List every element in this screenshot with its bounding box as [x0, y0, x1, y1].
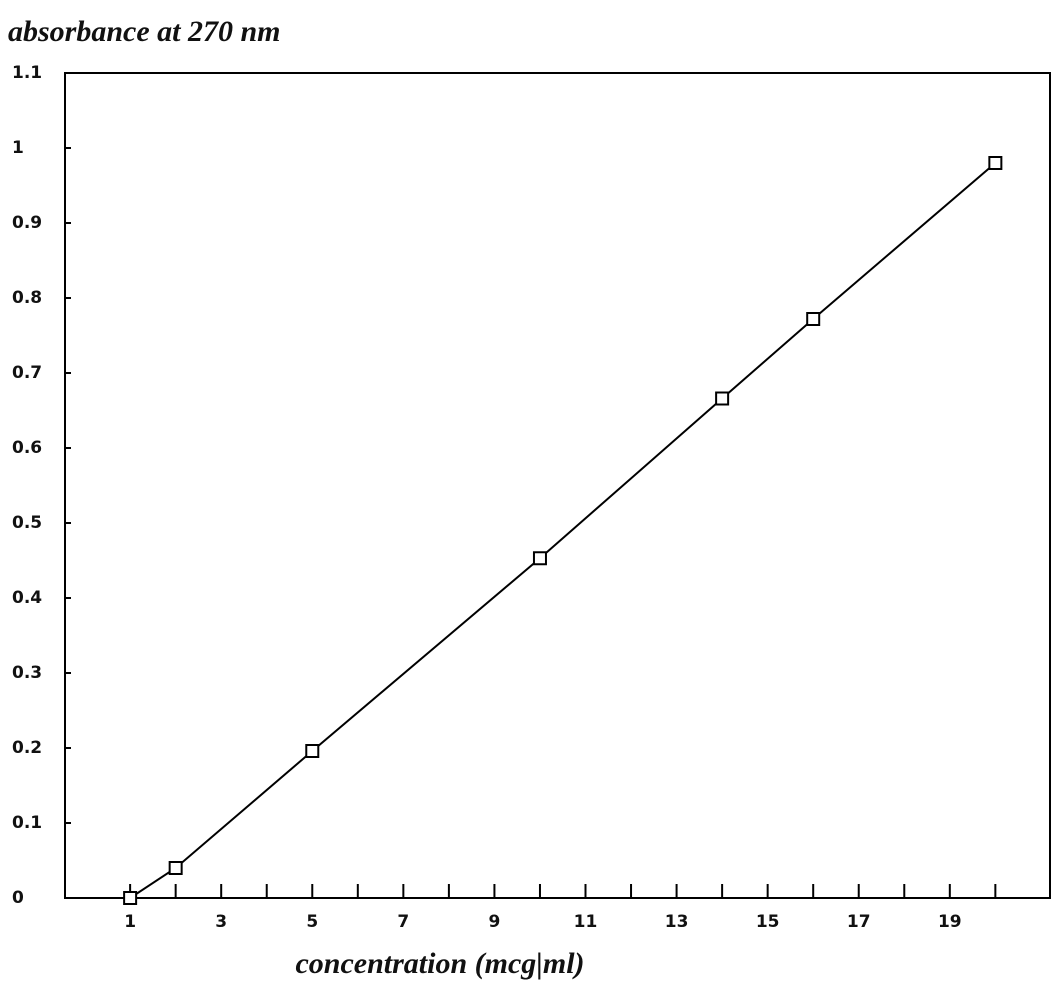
- y-tick-label: 0.9: [12, 213, 42, 233]
- y-tick-label: 0.7: [12, 363, 42, 383]
- y-tick-label: 0.2: [12, 738, 42, 758]
- x-tick-label: 13: [665, 912, 689, 932]
- plot-frame: [65, 73, 1050, 898]
- y-tick-label: 0.5: [12, 513, 42, 533]
- data-point: [716, 393, 728, 405]
- chart-title: absorbance at 270 nm: [8, 15, 281, 48]
- data-point: [306, 745, 318, 757]
- y-tick-label: 0.4: [12, 588, 42, 608]
- data-point: [534, 552, 546, 564]
- y-tick-label: 0.8: [12, 288, 42, 308]
- data-point: [124, 892, 136, 904]
- data-line: [130, 163, 995, 898]
- x-tick-label: 3: [215, 912, 227, 932]
- y-tick-label: 1.1: [12, 63, 42, 83]
- data-point: [170, 862, 182, 874]
- x-axis-label: concentration (mcg|ml): [295, 947, 584, 980]
- data-point: [989, 157, 1001, 169]
- x-tick-label: 7: [397, 912, 409, 932]
- x-tick-label: 11: [574, 912, 598, 932]
- chart: absorbance at 270 nm concentration (mcg|…: [0, 0, 1051, 990]
- data-point: [807, 313, 819, 325]
- x-tick-label: 9: [489, 912, 501, 932]
- x-tick-label: 19: [938, 912, 962, 932]
- x-tick-label: 5: [306, 912, 318, 932]
- x-tick-label: 1: [124, 912, 136, 932]
- y-tick-label: 0.1: [12, 813, 42, 833]
- x-tick-label: 15: [756, 912, 780, 932]
- y-tick-label: 0.6: [12, 438, 42, 458]
- y-tick-label: 1: [12, 138, 24, 158]
- y-tick-label: 0: [12, 888, 24, 908]
- y-tick-label: 0.3: [12, 663, 42, 683]
- x-tick-label: 17: [847, 912, 871, 932]
